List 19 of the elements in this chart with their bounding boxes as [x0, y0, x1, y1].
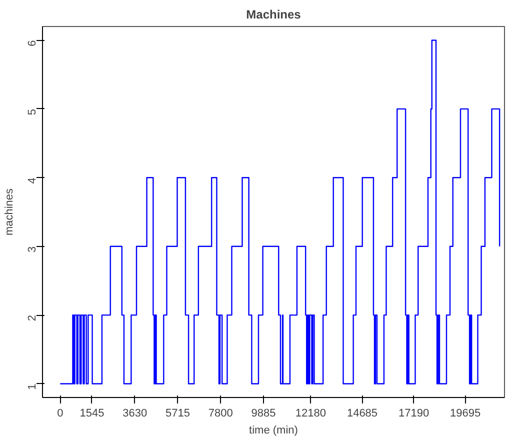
x-tick-label: 5715: [166, 408, 190, 420]
x-axis-title: time (min): [249, 424, 298, 436]
x-tick-label: 3630: [122, 408, 148, 420]
x-tick-label: 9885: [251, 408, 276, 420]
x-tick-label: 17190: [398, 408, 430, 420]
y-tick-label: 1: [26, 384, 38, 390]
y-axis-title: machines: [4, 188, 16, 236]
y-tick-label: 5: [26, 108, 38, 116]
x-tick-label: 0: [57, 408, 64, 420]
x-tick-label: 7800: [208, 408, 233, 420]
y-tick-label: 2: [26, 315, 38, 322]
x-tick-label: 14685: [346, 408, 378, 420]
y-tick-label: 3: [26, 246, 38, 252]
y-tick-label: 6: [26, 40, 38, 46]
x-tick-label: 12180: [295, 408, 326, 420]
x-tick-label: 19695: [450, 408, 481, 420]
y-tick-label: 4: [26, 178, 38, 184]
x-tick-label: 1545: [80, 408, 104, 420]
chart-title: Machines: [246, 8, 302, 22]
